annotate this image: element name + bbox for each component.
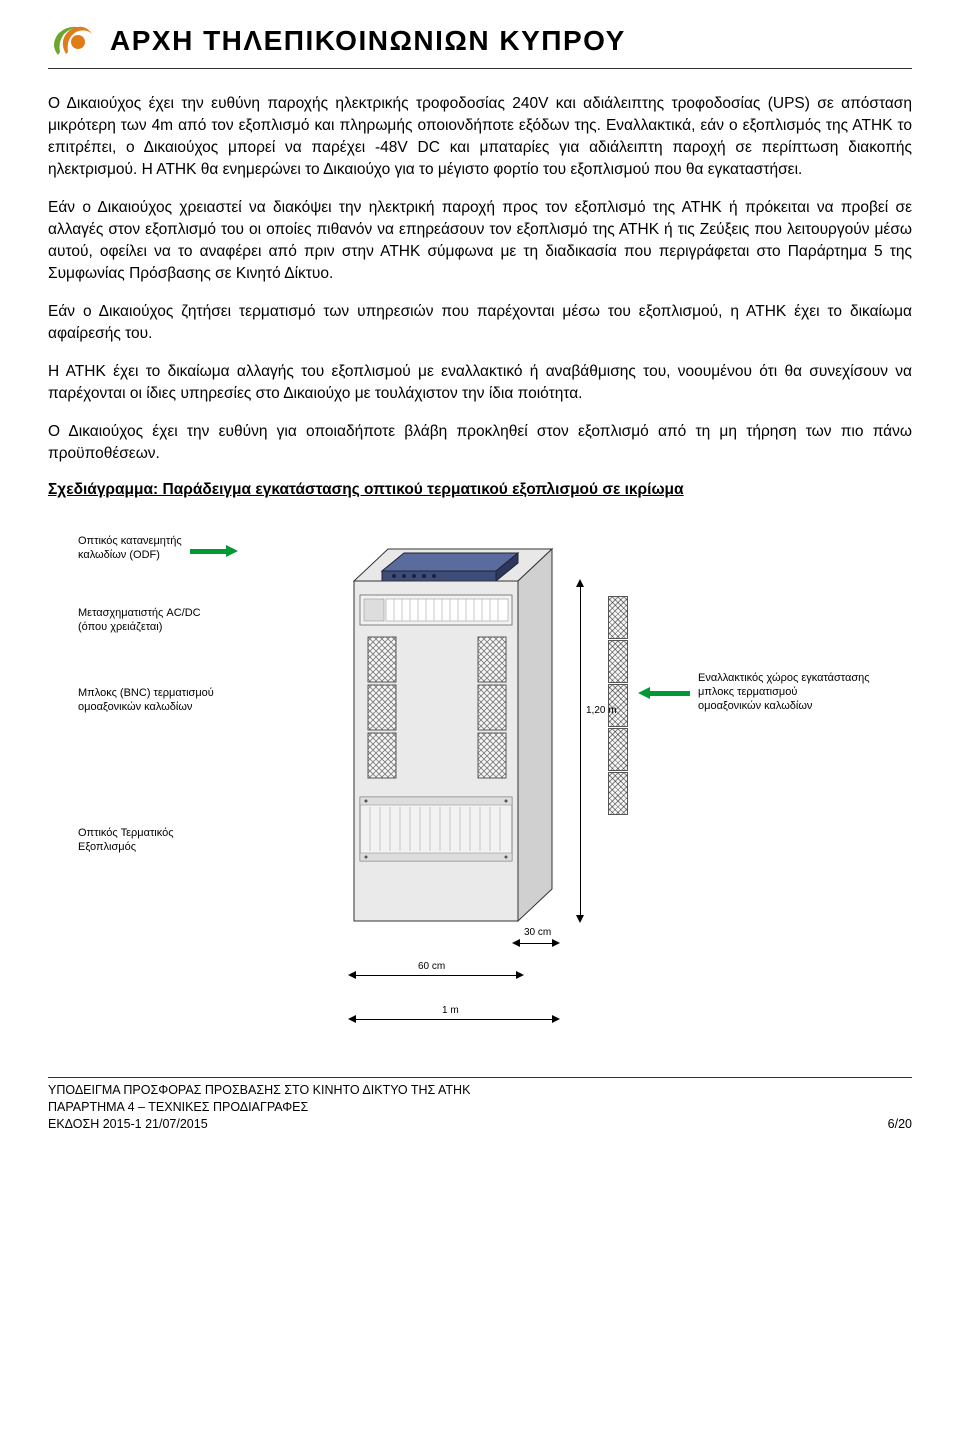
label-bnc-l1: Μπλοκς (BNC) τερματισμού	[78, 687, 214, 701]
dim-depth-arrow-l	[512, 939, 520, 947]
footer-left: ΥΠΟΔΕΙΓΜΑ ΠΡΟΣΦΟΡΑΣ ΠΡΟΣΒΑΣΗΣ ΣΤΟ ΚΙΝΗΤΟ…	[48, 1082, 470, 1133]
dim-total-arrow-r	[552, 1015, 560, 1023]
rack-drawing	[328, 537, 568, 947]
label-alt-l3: ομοαξονικών καλωδίων	[698, 700, 870, 714]
dim-depth-label: 30 cm	[524, 927, 551, 938]
page-footer: ΥΠΟΔΕΙΓΜΑ ΠΡΟΣΦΟΡΑΣ ΠΡΟΣΒΑΣΗΣ ΣΤΟ ΚΙΝΗΤΟ…	[48, 1077, 912, 1133]
page-header: ΑΡΧΗ ΤΗΛΕΠΙΚΟΙΝΩΝΙΩΝ ΚΥΠΡΟΥ	[48, 20, 912, 69]
label-odf-l2: καλωδίων (ODF)	[78, 549, 182, 563]
label-bnc-l2: ομοαξονικών καλωδίων	[78, 701, 214, 715]
paragraph-4: Η ΑΤΗΚ έχει το δικαίωμα αλλαγής του εξοπ…	[48, 361, 912, 405]
dim-width-label: 60 cm	[418, 961, 445, 972]
dim-total-arrow-l	[348, 1015, 356, 1023]
paragraph-3: Εάν ο Δικαιούχος ζητήσει τερματισμό των …	[48, 301, 912, 345]
label-ote-l1: Οπτικός Τερματικός	[78, 827, 174, 841]
arrow-alt	[638, 687, 690, 699]
label-alt-l2: μπλοκς τερματισμού	[698, 686, 870, 700]
dim-depth-line	[518, 943, 554, 944]
paragraph-5: Ο Δικαιούχος έχει την ευθύνη για οποιαδή…	[48, 421, 912, 465]
dim-total-label: 1 m	[442, 1005, 459, 1016]
org-title: ΑΡΧΗ ΤΗΛΕΠΙΚΟΙΝΩΝΙΩΝ ΚΥΠΡΟΥ	[110, 25, 626, 57]
label-alt: Εναλλακτικός χώρος εγκατάστασης μπλοκς τ…	[698, 672, 870, 713]
label-ote: Οπτικός Τερματικός Εξοπλισμός	[78, 827, 174, 855]
dim-width-arrow-r	[516, 971, 524, 979]
paragraph-1: Ο Δικαιούχος έχει την ευθύνη παροχής ηλε…	[48, 93, 912, 181]
label-alt-l1: Εναλλακτικός χώρος εγκατάστασης	[698, 672, 870, 686]
footer-line1: ΥΠΟΔΕΙΓΜΑ ΠΡΟΣΦΟΡΑΣ ΠΡΟΣΒΑΣΗΣ ΣΤΟ ΚΙΝΗΤΟ…	[48, 1082, 470, 1099]
label-acdc: Μετασχηματιστής AC/DC (όπου χρειάζεται)	[78, 607, 201, 635]
dim-height-line	[580, 581, 581, 921]
arrow-odf	[190, 545, 238, 557]
label-odf-l1: Οπτικός κατανεμητής	[78, 535, 182, 549]
dim-depth-arrow-r	[552, 939, 560, 947]
alt-bnc-box	[608, 640, 628, 683]
body-text: Ο Δικαιούχος έχει την ευθύνη παροχής ηλε…	[48, 93, 912, 499]
dim-total-line	[354, 1019, 554, 1020]
footer-line2: ΠΑΡΑΡΤΗΜΑ 4 – ΤΕΧΝΙΚΕΣ ΠΡΟΔΙΑΓΡΑΦΕΣ	[48, 1099, 470, 1116]
label-ote-l2: Εξοπλισμός	[78, 841, 174, 855]
diagram-container: Οπτικός κατανεμητής καλωδίων (ODF) Μετασ…	[78, 527, 898, 1047]
alt-bnc-box	[608, 728, 628, 771]
label-acdc-l2: (όπου χρειάζεται)	[78, 621, 201, 635]
dim-arrow-bottom	[576, 915, 584, 923]
alt-bnc-box	[608, 596, 628, 639]
dim-arrow-top	[576, 579, 584, 587]
logo-icon	[48, 20, 98, 62]
label-bnc: Μπλοκς (BNC) τερματισμού ομοαξονικών καλ…	[78, 687, 214, 715]
footer-line3: ΕΚΔΟΣΗ 2015-1 21/07/2015	[48, 1116, 470, 1133]
alt-bnc-box	[608, 772, 628, 815]
label-odf: Οπτικός κατανεμητής καλωδίων (ODF)	[78, 535, 182, 563]
diagram-heading: Σχεδιάγραμμα: Παράδειγμα εγκατάστασης οπ…	[48, 481, 912, 499]
dim-height-label: 1,20 m	[586, 705, 617, 716]
dim-width-arrow-l	[348, 971, 356, 979]
page-number: 6/20	[888, 1116, 912, 1133]
label-acdc-l1: Μετασχηματιστής AC/DC	[78, 607, 201, 621]
dim-width-line	[354, 975, 518, 976]
paragraph-2: Εάν ο Δικαιούχος χρειαστεί να διακόψει τ…	[48, 197, 912, 285]
